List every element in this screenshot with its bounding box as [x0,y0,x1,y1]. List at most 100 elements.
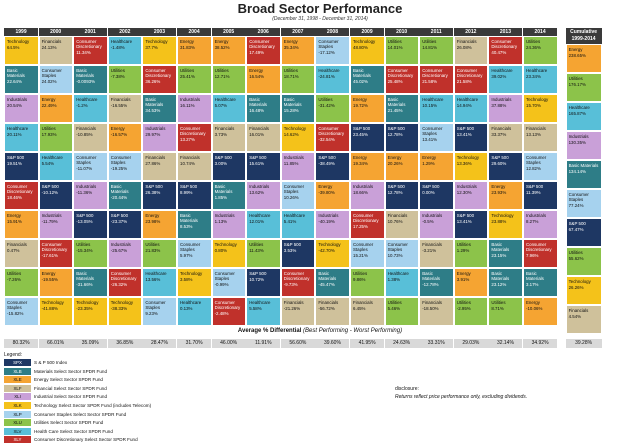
sector-return: -10.06% [526,306,543,311]
sector-cell: Consumer Staples 10.73% [384,239,420,268]
sector-name: Healthcare [568,105,590,110]
sector-return: 20.26% [387,161,403,166]
sector-return: 11.34% [76,50,91,55]
sector-name: Financials [353,300,373,305]
sector-cell: S&P 500 11.39% [523,181,558,210]
sector-name: Consumer Discretionary [318,126,345,136]
sector-name: Healthcare [491,68,513,73]
sector-return: 22.49% [41,103,57,108]
differential-value: 29.03% [453,339,488,348]
sector-return: -7.26% [7,277,21,282]
sector-return: -0.99% [214,282,229,287]
sector-name: Utilities [387,300,402,305]
sector-name: S&P 500 [422,184,440,189]
differential-value: 80.32% [4,339,39,348]
sector-name: S&P 500 [249,155,267,160]
differential-subtitle: (Best Performing - Worst Performing) [303,328,403,334]
sector-name: Basic Materials [491,242,510,252]
sector-name: Healthcare [76,97,98,102]
sector-return: -3.21% [422,248,437,253]
sector-cell: Consumer Discretionary 36.26% [142,65,177,94]
sector-return: 1.38% [387,277,401,282]
sector-name: S&P 500 [180,184,198,189]
sector-cell: Consumer Discretionary 40.47% [488,36,523,65]
sector-return: -26.32% [110,282,128,287]
sector-return: 19.72% [353,103,368,108]
year-header: 2003 [142,28,177,36]
sector-name: Energy [41,271,56,276]
sector-cell: Financials 6.45% [350,297,385,326]
sector-return: 36.26% [145,79,161,84]
sector-cell: S&P 500 3.00% [211,152,247,181]
differential-value: 66.01% [38,339,73,348]
sector-name: S&P 500 [7,155,25,160]
sector-return: 10.74% [180,161,195,166]
sector-name: S&P 500 [214,155,232,160]
sector-cell: Financials 24.13% [38,36,74,65]
sector-cell: Financials 16.01% [246,123,281,152]
sector-return: 26.38% [145,190,161,195]
sector-cell: Utilities 14.01% [384,36,420,65]
sector-return: 13.62% [249,190,265,195]
sector-cell: Utilities 25.41% [177,65,212,94]
sector-cell: Technology 48.80% [350,36,385,65]
sector-cell: Healthcare -24.81% [315,65,350,94]
sector-return: 9.23% [145,311,158,316]
sector-cell: S&P 500 13.41% [453,210,489,239]
sector-return: 3.00% [214,161,228,166]
sector-name: Basic Materials [7,68,25,78]
sector-name: Consumer Staples [145,300,166,310]
differential-value: 33.31% [419,339,454,348]
legend-description: Financial Select Sector SPDR Fund [34,385,107,391]
sector-name: Consumer Staples [353,242,374,252]
differential-value: 56.60% [280,339,315,348]
sector-return: 16.11% [180,103,195,108]
sector-return: -0.0093% [76,79,95,84]
sector-cell: Basic Materials 16.48% [246,94,281,123]
sector-cell: Utilities -31.42% [315,94,350,123]
sector-cell: Consumer Discretionary 11.34% [73,36,108,65]
sector-return: 38.52% [214,45,230,50]
sector-cell: Consumer Staples 5.97% [177,239,212,268]
sector-name: S&P 500 [145,184,163,189]
cumulative-cell: Energy 238.65% [565,44,602,73]
sector-return: 18.66% [353,190,368,195]
sector-name: Utilities [41,126,56,131]
sector-return: 5.41% [283,219,297,224]
sector-name: Consumer Staples [214,271,235,281]
sector-return: 13.27% [180,137,195,142]
sector-name: Consumer Staples [422,126,443,136]
sector-name: Industrials [76,184,97,189]
sector-cell: Utilities -15.34% [73,239,108,268]
legend-description: Consumer Discretionary Select Sector SPD… [34,437,138,443]
sector-return: 13.41% [456,219,472,224]
sector-cell: Healthcare 13.56% [142,268,177,297]
sector-cell: Energy 20.26% [384,152,420,181]
sector-cell: Energy 19.72% [350,94,385,123]
sector-name: Basic Materials [387,97,406,107]
sector-name: Financials [422,242,442,247]
legend-swatch: XLF [4,384,31,392]
sector-name: Healthcare [41,155,63,160]
sector-cell: Financials -3.21% [419,239,454,268]
sector-name: Consumer Staples [568,192,589,202]
sector-cell: Consumer Staples 9.23% [142,297,177,326]
sector-cell: Healthcare 5.58% [246,297,281,326]
cumulative-header: Cumulative 1999-2014 [565,28,602,44]
sector-return: 40.47% [491,50,507,55]
sector-name: Utilities [526,39,541,44]
sector-return: -1.2% [76,103,88,108]
sector-return: 67.47% [568,227,584,232]
sector-name: Technology [110,300,134,305]
sector-name: Financials [526,126,546,131]
sector-return: 25.41% [180,74,195,79]
sector-cell: Financials -21.26% [280,297,316,326]
differential-value: 28.47% [142,339,177,348]
sector-name: Basic Materials [283,97,302,107]
sector-name: Industrials [249,184,270,189]
sector-cell: Industrials 8.27% [523,210,558,239]
sector-return: 0.00% [422,190,435,195]
sector-cell: Technology -41.88% [38,297,74,326]
year-header: 2008 [315,28,350,36]
sector-name: Utilities [491,300,506,305]
